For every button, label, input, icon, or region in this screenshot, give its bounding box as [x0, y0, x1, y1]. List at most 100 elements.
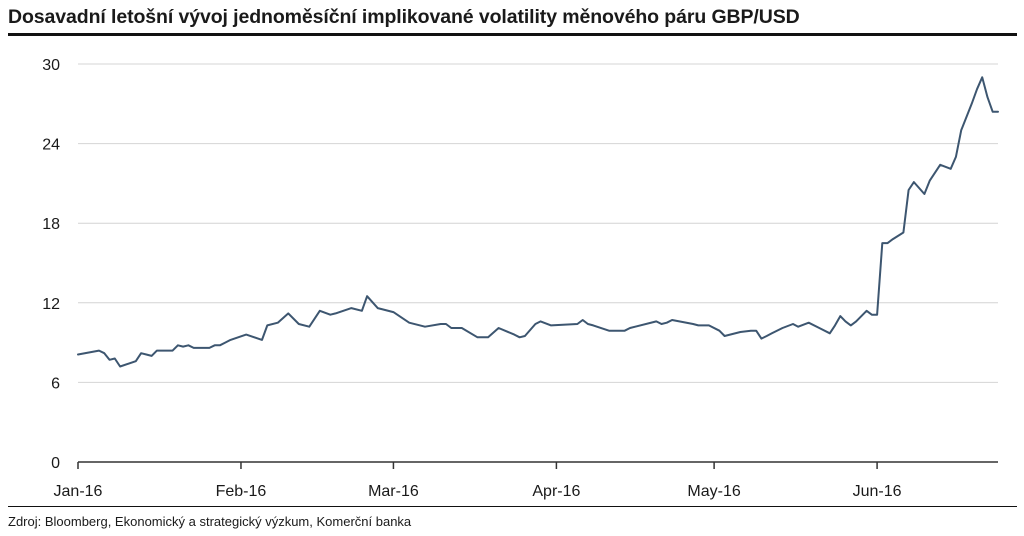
data-point: [655, 320, 657, 322]
data-point: [608, 330, 610, 332]
chart-title: Dosavadní letošní vývoj jednoměsíční imp…: [8, 6, 800, 28]
data-point: [797, 326, 799, 328]
data-point: [708, 324, 710, 326]
data-point: [866, 310, 868, 312]
x-tick-label: Feb-16: [216, 483, 267, 500]
data-point: [135, 360, 137, 362]
data-point: [902, 232, 904, 234]
data-point: [445, 323, 447, 325]
data-point: [987, 96, 989, 98]
data-point: [366, 295, 368, 297]
data-point: [287, 312, 289, 314]
data-point: [666, 322, 668, 324]
data-point: [298, 323, 300, 325]
series-line-0: [77, 76, 999, 368]
series-points: [77, 76, 999, 367]
data-point: [582, 319, 584, 321]
data-point: [913, 181, 915, 183]
x-tick-label: Apr-16: [532, 483, 580, 500]
data-point: [319, 310, 321, 312]
data-point: [103, 352, 105, 354]
data-point: [77, 354, 79, 356]
data-point: [703, 324, 705, 326]
series-layer: [77, 76, 999, 368]
data-point: [540, 320, 542, 322]
data-point: [760, 338, 762, 340]
data-point: [109, 359, 111, 361]
gridlines: [78, 63, 998, 383]
data-point: [923, 193, 925, 195]
data-point: [692, 323, 694, 325]
data-point: [513, 334, 515, 336]
data-point: [224, 342, 226, 344]
data-point: [329, 314, 331, 316]
data-point: [361, 310, 363, 312]
y-tick-label: 24: [42, 137, 60, 154]
data-point: [350, 307, 352, 309]
data-point: [172, 350, 174, 352]
data-point: [792, 323, 794, 325]
x-tick-label: Jan-16: [54, 483, 103, 500]
y-axis-tick-labels: 0 6 12 18 24 30: [42, 57, 60, 472]
data-point: [981, 76, 983, 78]
data-point: [755, 330, 757, 332]
data-point: [592, 324, 594, 326]
data-point: [145, 354, 147, 356]
data-point: [850, 324, 852, 326]
data-point: [629, 327, 631, 329]
data-point: [219, 344, 221, 346]
data-point: [151, 355, 153, 357]
data-point: [308, 326, 310, 328]
data-point: [98, 350, 100, 352]
data-point: [718, 330, 720, 332]
data-point: [871, 314, 873, 316]
data-point: [587, 323, 589, 325]
data-point: [498, 327, 500, 329]
data-point: [766, 335, 768, 337]
x-axis-tick-labels: Jan-16 Feb-16 Mar-16 Apr-16 May-16 Jun-16: [54, 462, 902, 500]
data-point: [524, 335, 526, 337]
data-point: [855, 320, 857, 322]
data-point: [887, 242, 889, 244]
data-point: [119, 366, 121, 368]
data-point: [750, 330, 752, 332]
data-point: [771, 332, 773, 334]
data-point: [487, 336, 489, 338]
title-underline: [8, 33, 1017, 36]
data-point: [477, 336, 479, 338]
data-point: [881, 242, 883, 244]
data-point: [392, 311, 394, 313]
data-point: [997, 111, 999, 113]
data-point: [534, 323, 536, 325]
x-tick-label: May-16: [687, 483, 740, 500]
data-point: [335, 312, 337, 314]
data-point: [829, 332, 831, 334]
data-point: [440, 323, 442, 325]
data-point: [971, 103, 973, 105]
data-point: [461, 327, 463, 329]
data-point: [550, 324, 552, 326]
data-point: [230, 339, 232, 341]
y-tick-label: 12: [42, 296, 60, 313]
data-point: [277, 322, 279, 324]
data-point: [193, 347, 195, 349]
source-note: Zdroj: Bloomberg, Ekonomický a strategic…: [8, 514, 412, 529]
data-point: [818, 327, 820, 329]
data-point: [114, 358, 116, 360]
data-point: [377, 307, 379, 309]
data-point: [261, 339, 263, 341]
data-point: [892, 238, 894, 240]
x-tick-label: Jun-16: [853, 483, 902, 500]
data-point: [950, 168, 952, 170]
data-point: [177, 344, 179, 346]
data-point: [187, 344, 189, 346]
data-point: [266, 324, 268, 326]
source-divider: [8, 506, 1017, 507]
data-point: [929, 180, 931, 182]
data-point: [839, 315, 841, 317]
y-tick-label: 18: [42, 216, 60, 233]
data-point: [482, 336, 484, 338]
data-point: [739, 331, 741, 333]
y-tick-label: 30: [42, 57, 60, 74]
data-point: [424, 326, 426, 328]
